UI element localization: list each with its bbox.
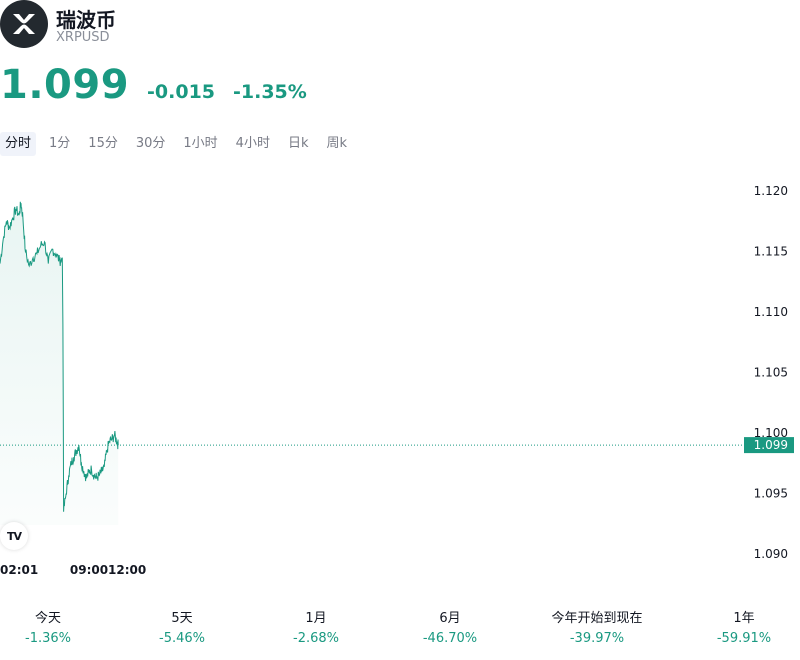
- y-tick-label: 1.120: [754, 184, 788, 198]
- perf-value: -59.91%: [716, 631, 772, 646]
- perf-value: -46.70%: [422, 631, 478, 646]
- quote-row: 1.099 -0.015 -1.35%: [0, 62, 307, 112]
- current-price-label: 1.099: [754, 438, 788, 452]
- perf-item[interactable]: 今天 -1.36%: [0, 608, 123, 648]
- x-tick-label: 12:00: [108, 563, 146, 577]
- perf-label: 1月: [305, 611, 327, 626]
- perf-label: 1年: [733, 611, 755, 626]
- perf-item[interactable]: 1年 -59.91%: [669, 608, 800, 648]
- symbol-ticker: XRPUSD: [56, 30, 110, 45]
- x-tick-label: 02:01: [0, 563, 38, 577]
- tab-timeframe[interactable]: 1分: [49, 136, 71, 151]
- price-area-fill: [0, 201, 119, 526]
- perf-item[interactable]: 5天 -5.46%: [107, 608, 257, 648]
- perf-value: -5.46%: [159, 631, 205, 646]
- x-tick-label: 09:00: [70, 563, 108, 577]
- y-tick-label: 1.105: [754, 366, 788, 380]
- y-tick-label: 1.115: [754, 245, 788, 259]
- tab-timeframe[interactable]: 日k: [287, 136, 309, 151]
- tab-timeframe[interactable]: 1小时: [183, 136, 218, 151]
- current-price-badge: [744, 437, 794, 454]
- perf-label: 5天: [171, 611, 193, 626]
- y-tick-label: 1.095: [754, 487, 788, 501]
- perf-label: 今年开始到现在: [551, 611, 643, 626]
- tab-timeframe[interactable]: 分时: [0, 132, 37, 156]
- perf-item[interactable]: 今年开始到现在 -39.97%: [522, 608, 672, 648]
- last-price: 1.099: [0, 62, 130, 108]
- tradingview-logo-icon[interactable]: TV: [0, 522, 28, 550]
- y-tick-label: 1.090: [754, 547, 788, 561]
- perf-value: -2.68%: [293, 631, 339, 646]
- y-tick-label: 1.110: [754, 305, 788, 319]
- price-line: [0, 201, 119, 512]
- perf-label: 今天: [34, 611, 61, 626]
- tab-timeframe[interactable]: 周k: [326, 136, 348, 151]
- performance-bar: 今天 -1.36% 5天 -5.46% 1月 -2.68% 6月 -46.70%…: [0, 608, 800, 658]
- perf-item[interactable]: 6月 -46.70%: [375, 608, 525, 648]
- symbol-name: 瑞波币: [56, 8, 116, 32]
- perf-value: -1.36%: [25, 631, 71, 646]
- price-chart[interactable]: 1.120 1.115 1.110 1.105 1.100 1.095 1.090 1.099…: [0, 170, 800, 590]
- tab-timeframe[interactable]: 15分: [88, 136, 118, 151]
- price-change: -0.015: [147, 81, 216, 103]
- y-tick-label: 1.100: [754, 426, 788, 440]
- tab-timeframe[interactable]: 4小时: [235, 136, 270, 151]
- symbol-header: 瑞波币 XRPUSD: [0, 0, 800, 60]
- price-change-percent: -1.35%: [233, 81, 307, 103]
- perf-value: -39.97%: [569, 631, 625, 646]
- perf-label: 6月: [439, 611, 461, 626]
- tab-timeframe[interactable]: 30分: [135, 136, 166, 151]
- xrp-logo-icon: [0, 0, 48, 48]
- timeframe-tabs: 分时 1分 15分 30分 1小时 4小时 日k 周k: [0, 132, 360, 156]
- perf-item[interactable]: 1月 -2.68%: [241, 608, 391, 648]
